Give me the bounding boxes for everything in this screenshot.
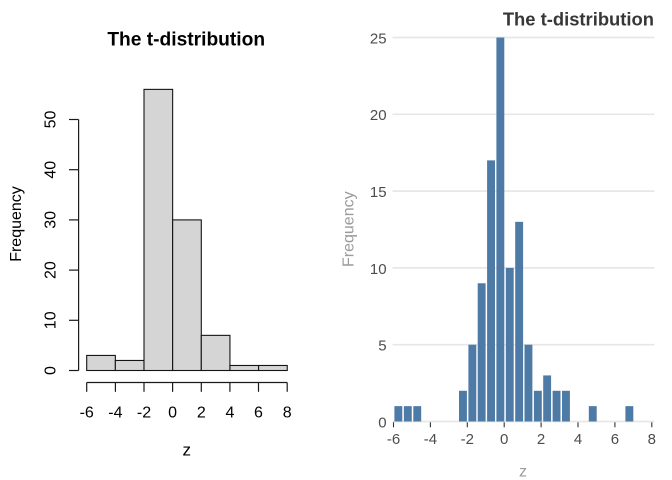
svg-text:10: 10 [42,311,59,329]
svg-text:30: 30 [42,211,59,229]
svg-text:-2: -2 [137,404,151,421]
svg-text:6: 6 [611,431,619,448]
svg-text:10: 10 [370,261,387,278]
svg-text:50: 50 [42,111,59,129]
svg-text:20: 20 [42,261,59,279]
svg-text:25: 25 [370,30,387,47]
svg-text:Frequency: Frequency [8,186,25,262]
svg-text:15: 15 [370,184,387,201]
svg-text:-2: -2 [461,431,474,448]
svg-text:8: 8 [648,431,656,448]
svg-text:-4: -4 [108,404,122,421]
svg-text:Frequency: Frequency [341,191,358,267]
svg-text:0: 0 [378,414,386,431]
svg-text:40: 40 [42,161,59,179]
svg-text:-6: -6 [387,431,400,448]
svg-text:20: 20 [370,107,387,124]
svg-text:-4: -4 [424,431,437,448]
svg-text:0: 0 [500,431,508,448]
svg-text:4: 4 [574,431,582,448]
svg-text:z: z [182,440,191,459]
svg-text:The t-distribution: The t-distribution [107,30,265,51]
svg-text:8: 8 [283,404,292,421]
svg-text:The t-distribution: The t-distribution [503,9,654,30]
svg-text:-6: -6 [80,404,94,421]
svg-text:2: 2 [537,431,545,448]
svg-text:2: 2 [197,404,206,421]
svg-text:0: 0 [168,404,177,421]
svg-text:5: 5 [378,338,386,355]
svg-text:6: 6 [254,404,263,421]
svg-text:0: 0 [42,366,59,375]
svg-text:z: z [519,463,527,480]
svg-text:4: 4 [225,404,234,421]
